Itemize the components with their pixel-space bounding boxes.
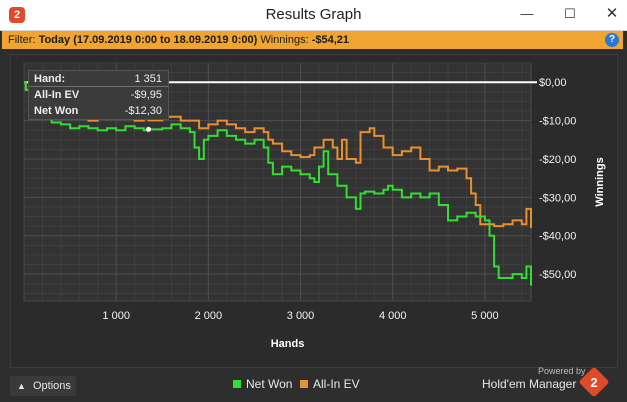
options-label: Options xyxy=(33,380,71,392)
x-axis-title: Hands xyxy=(271,338,305,350)
tooltip-hand-value: 1 351 xyxy=(134,73,162,85)
tooltip-net-label: Net Won xyxy=(34,105,79,117)
title-bar: 2 Results Graph — ☐ ✕ xyxy=(0,0,627,31)
minimize-button[interactable]: — xyxy=(520,6,534,21)
net-won-swatch xyxy=(233,380,241,388)
chevron-up-icon: ▲ xyxy=(17,381,26,391)
close-button[interactable]: ✕ xyxy=(605,5,619,22)
winnings-label: Winnings: xyxy=(260,34,309,46)
chart-panel: 1 000 2 000 3 000 4 000 5 000 $0,00 -$10,00 -$2… xyxy=(10,54,618,368)
y-tick-label: $0,00 xyxy=(539,77,567,89)
filter-value: Today (17.09.2019 0:00 to 18.09.2019 0:0… xyxy=(38,34,258,46)
axis-layer: 1 000 2 000 3 000 4 000 5 000 $0,00 -$10,00 -$2… xyxy=(102,77,576,322)
hover-tooltip: Hand: 1 351 All-In EV -$9,95 Net Won -$1… xyxy=(28,70,169,120)
options-button[interactable]: ▲ Options xyxy=(10,376,76,396)
tooltip-allin-label: All-In EV xyxy=(34,89,80,101)
y-tick-label: -$40,00 xyxy=(539,231,576,243)
filter-label: Filter: xyxy=(8,34,36,46)
window-title: Results Graph xyxy=(265,6,362,23)
brand-name: Hold'em Manager xyxy=(482,377,577,391)
legend-allin-ev-label: All-In EV xyxy=(313,377,360,391)
x-tick-label: 1 000 xyxy=(102,310,130,322)
winnings-value: -$54,21 xyxy=(311,34,350,46)
brand-area: Powered by Hold'em Manager 2 xyxy=(476,366,610,400)
plot-area xyxy=(23,62,532,302)
y-tick-label: -$20,00 xyxy=(539,154,576,166)
help-icon[interactable]: ? xyxy=(605,33,619,47)
tooltip-net-value: -$12,30 xyxy=(124,105,162,117)
tooltip-allin-row: All-In EV -$9,95 xyxy=(29,87,168,103)
tooltip-allin-value: -$9,95 xyxy=(130,89,162,101)
x-tick-label: 3 000 xyxy=(287,310,315,322)
legend-net-won-label: Net Won xyxy=(246,377,293,391)
y-tick-label: -$50,00 xyxy=(539,269,576,281)
series-line-net-won xyxy=(24,81,532,286)
filter-bar: Filter: Today (17.09.2019 0:00 to 18.09.… xyxy=(2,31,623,49)
x-tick-label: 5 000 xyxy=(471,310,499,322)
filter-summary: Filter: Today (17.09.2019 0:00 to 18.09.… xyxy=(8,31,349,49)
tooltip-net-row: Net Won -$12,30 xyxy=(29,103,168,119)
tooltip-hand-label: Hand: xyxy=(34,73,66,85)
y-tick-label: -$10,00 xyxy=(539,116,576,128)
y-axis-title: Winnings xyxy=(594,157,606,206)
hover-point xyxy=(146,126,152,132)
powered-by-label: Powered by xyxy=(538,366,586,376)
maximize-button[interactable]: ☐ xyxy=(564,6,576,21)
app-logo-icon: 2 xyxy=(9,7,25,23)
x-tick-label: 4 000 xyxy=(379,310,407,322)
legend-item-net-won[interactable]: Net Won xyxy=(233,376,292,392)
y-tick-label: -$30,00 xyxy=(539,192,576,204)
x-tick-label: 2 000 xyxy=(195,310,223,322)
tooltip-hand-row: Hand: 1 351 xyxy=(29,71,168,87)
allin-ev-swatch xyxy=(300,380,308,388)
hm2-logo-glyph: 2 xyxy=(590,375,598,390)
legend-item-allin-ev[interactable]: All-In EV xyxy=(300,376,360,392)
